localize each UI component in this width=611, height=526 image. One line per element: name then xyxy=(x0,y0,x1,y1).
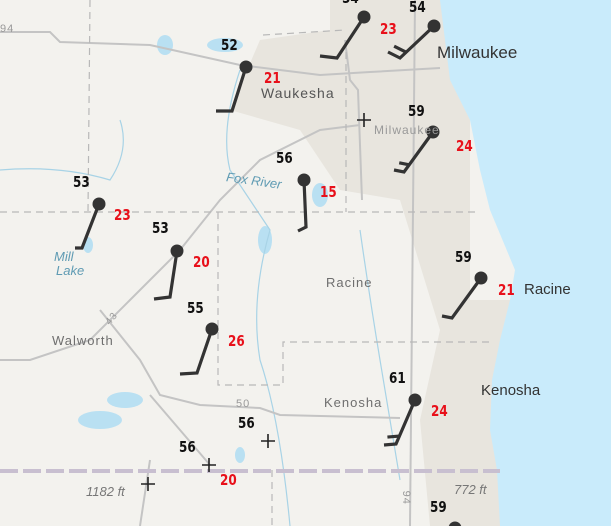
temperature-label: 59 xyxy=(408,102,425,120)
dewpoint-label: 20 xyxy=(220,471,237,489)
temperature-label: 56 xyxy=(179,438,196,456)
station-dot[interactable] xyxy=(205,322,219,336)
wind-barb xyxy=(75,203,101,250)
wind-barb xyxy=(216,66,248,113)
dewpoint-label: 26 xyxy=(228,332,245,350)
dewpoint-label: 20 xyxy=(193,253,210,271)
temperature-label: 59 xyxy=(455,248,472,266)
temperature-label: 56 xyxy=(276,149,293,167)
station-dot[interactable] xyxy=(357,10,371,24)
place-label: Milwaukee xyxy=(374,123,440,137)
temperature-label: 53 xyxy=(73,173,90,191)
station-plots xyxy=(75,10,488,526)
station-dot[interactable] xyxy=(426,125,440,139)
station-dot[interactable] xyxy=(239,60,253,74)
station-dot[interactable] xyxy=(92,197,106,211)
road-label: 94 xyxy=(0,23,15,35)
dewpoint-label: 21 xyxy=(498,281,515,299)
wind-barb xyxy=(383,399,417,447)
place-label: Mill xyxy=(54,249,74,264)
place-label: Lake xyxy=(56,263,85,278)
county-borders xyxy=(0,0,490,526)
temperature-label: 54 xyxy=(409,0,426,16)
temperature-label: 55 xyxy=(187,299,204,317)
dewpoint-label: 23 xyxy=(114,206,131,224)
elevation-label: 772 ft xyxy=(454,482,487,497)
wind-barb xyxy=(441,277,483,320)
dewpoint-label: 23 xyxy=(380,20,397,38)
dewpoint-label: 15 xyxy=(320,183,337,201)
station-cross-icon xyxy=(141,477,155,491)
place-label: Kenosha xyxy=(324,395,383,410)
wind-barb xyxy=(179,328,214,376)
station-dot[interactable] xyxy=(170,244,184,258)
station-dot[interactable] xyxy=(297,173,311,187)
temperature-label: 52 xyxy=(221,36,238,54)
road-label: 94 xyxy=(399,490,412,505)
station-cross-icon xyxy=(202,458,216,472)
station-dot[interactable] xyxy=(448,521,462,526)
wind-barb xyxy=(153,250,179,301)
temperature-label: 53 xyxy=(152,219,169,237)
station-dot[interactable] xyxy=(474,271,488,285)
temperature-label: 59 xyxy=(430,498,447,516)
wind-barb xyxy=(319,16,366,60)
dewpoint-label: 21 xyxy=(264,69,281,87)
temperature-label: 54 xyxy=(342,0,359,7)
temperature-label: 56 xyxy=(238,414,255,432)
wind-barb xyxy=(393,131,435,174)
place-label: Waukesha xyxy=(261,85,335,101)
dewpoint-label: 24 xyxy=(456,137,473,155)
wind-barb xyxy=(297,179,308,233)
place-label: Racine xyxy=(524,281,571,298)
place-label: Kenosha xyxy=(481,382,541,399)
dewpoint-label: 24 xyxy=(431,402,448,420)
place-label: Walworth xyxy=(52,333,114,348)
place-label: Milwaukee xyxy=(437,43,518,62)
temperature-label: 61 xyxy=(389,369,406,387)
place-label: Racine xyxy=(326,275,373,290)
wind-barb xyxy=(387,24,436,60)
urban-area xyxy=(230,0,510,526)
elevation-label: 1182 ft xyxy=(86,484,125,499)
station-crosses xyxy=(141,113,371,491)
station-cross-icon xyxy=(357,113,371,127)
lake-michigan xyxy=(440,0,611,526)
station-dot[interactable] xyxy=(427,19,441,33)
station-cross-icon xyxy=(261,434,275,448)
station-dot[interactable] xyxy=(408,393,422,407)
road-label: 50 xyxy=(236,398,251,410)
